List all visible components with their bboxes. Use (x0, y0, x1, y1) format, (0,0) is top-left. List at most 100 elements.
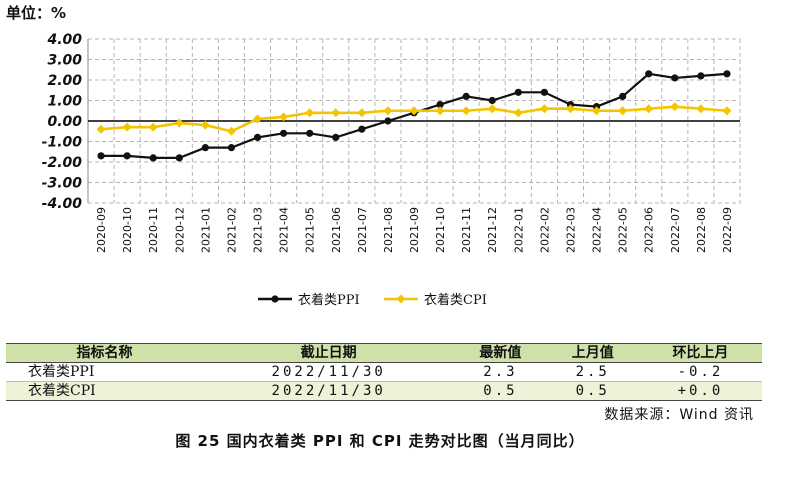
data-point (461, 106, 471, 116)
indicator-table: 指标名称 截止日期 最新值 上月值 环比上月 衣着类PPI 2022/11/30… (6, 343, 762, 401)
table-header: 指标名称 (6, 343, 204, 363)
data-point (592, 106, 602, 116)
table-cell: 2.5 (546, 362, 639, 382)
x-tick-label: 2022-07 (669, 207, 682, 253)
data-point (148, 122, 158, 132)
x-tick-label: 2020-11 (147, 207, 160, 253)
x-tick-label: 2020-10 (121, 207, 134, 253)
table-header: 环比上月 (638, 343, 762, 363)
x-tick-label: 2020-12 (173, 207, 186, 253)
data-point (305, 108, 315, 118)
y-tick-label: 3.00 (47, 53, 82, 69)
x-tick-label: 2022-03 (564, 207, 577, 253)
table-cell: 衣着类PPI (6, 362, 204, 382)
table-cell: 2022/11/30 (203, 362, 455, 382)
data-point (696, 104, 706, 114)
data-point (619, 92, 627, 100)
data-point (671, 74, 679, 82)
x-tick-label: 2021-11 (460, 207, 473, 253)
x-tick-label: 2021-04 (278, 207, 291, 253)
legend-marker (271, 295, 279, 303)
unit-label: 单位：% (6, 4, 67, 22)
x-tick-label: 2021-06 (330, 207, 343, 253)
data-point (331, 108, 341, 118)
data-point (253, 114, 263, 124)
x-tick-label: 2022-05 (617, 207, 630, 253)
x-tick-label: 2022-09 (721, 207, 734, 253)
x-tick-label: 2021-12 (486, 207, 499, 253)
y-tick-label: -1.00 (42, 135, 83, 151)
table-header: 上月值 (546, 343, 639, 363)
y-axis-ticks: 4.00 3.00 2.00 1.00 0.00 -1.00 -2.00 -3.00 -4.00 (42, 32, 83, 212)
data-point (279, 112, 289, 122)
x-tick-label: 2021-03 (252, 207, 265, 253)
table-cell: 0.5 (454, 381, 547, 401)
data-point (358, 125, 366, 133)
data-point (488, 96, 496, 105)
data-point (384, 117, 392, 125)
data-point (383, 106, 393, 116)
data-point (462, 92, 470, 100)
data-point (670, 102, 680, 112)
data-point (201, 144, 209, 152)
table-cell: 0.5 (546, 381, 639, 401)
data-point (645, 70, 653, 78)
table-header: 截止日期 (203, 343, 455, 363)
series-lines (96, 70, 732, 162)
data-point (123, 152, 131, 160)
data-point (436, 101, 444, 109)
data-point (175, 154, 183, 162)
x-tick-label: 2022-01 (512, 207, 525, 253)
data-point (723, 70, 731, 78)
table-cell: +0.0 (638, 381, 762, 401)
data-point (487, 104, 497, 114)
data-point (97, 152, 105, 160)
x-tick-label: 2021-01 (199, 207, 212, 253)
x-tick-label: 2022-06 (643, 207, 656, 253)
x-tick-label: 2022-02 (538, 207, 551, 253)
table-header-row: 指标名称 截止日期 最新值 上月值 环比上月 (6, 343, 762, 363)
data-point (357, 108, 367, 118)
data-point (697, 72, 705, 80)
y-tick-label: 2.00 (47, 73, 82, 89)
legend-label: 衣着类CPI (424, 292, 487, 308)
legend-marker (396, 294, 406, 304)
data-point (227, 144, 236, 152)
data-point (644, 104, 654, 114)
x-tick-label: 2021-09 (408, 207, 421, 253)
data-point (540, 88, 549, 96)
data-point (539, 104, 549, 114)
table-cell: 2022/11/30 (203, 381, 455, 401)
y-tick-label: -4.00 (42, 196, 83, 212)
data-point (96, 124, 106, 134)
data-point (409, 106, 419, 116)
data-point (149, 154, 157, 162)
data-source: 数据来源：Wind 资讯 (604, 407, 754, 423)
x-tick-label: 2021-10 (434, 207, 447, 253)
legend: 衣着类PPI 衣着类CPI (258, 292, 487, 308)
data-point (226, 126, 236, 136)
y-tick-label: -3.00 (42, 176, 83, 192)
data-point (618, 106, 628, 116)
data-point (200, 120, 210, 130)
x-tick-label: 2021-08 (382, 207, 395, 253)
y-tick-label: 1.00 (47, 94, 82, 110)
data-point (435, 106, 445, 116)
table-cell: 2.3 (454, 362, 547, 382)
x-tick-label: 2021-05 (304, 207, 317, 253)
x-tick-label: 2021-02 (225, 207, 238, 253)
data-point (253, 133, 262, 141)
y-tick-label: 0.00 (47, 114, 82, 130)
x-axis-ticks: 2020-09 2020-10 2020-11 2020-12 2021-01 2021-… (95, 207, 734, 253)
table-row: 衣着类PPI 2022/11/30 2.3 2.5 -0.2 (6, 362, 762, 382)
x-tick-label: 2022-08 (695, 207, 708, 253)
x-tick-label: 2021-07 (356, 207, 369, 253)
table-header: 最新值 (454, 343, 547, 363)
data-point (332, 133, 340, 141)
line-chart: 4.00 3.00 2.00 1.00 0.00 -1.00 -2.00 -3.00 -4.00… (42, 32, 741, 308)
data-point (514, 88, 522, 96)
data-point (722, 106, 732, 116)
y-tick-label: 4.00 (46, 32, 82, 48)
table-cell: 衣着类CPI (6, 381, 204, 401)
data-point (565, 104, 575, 114)
